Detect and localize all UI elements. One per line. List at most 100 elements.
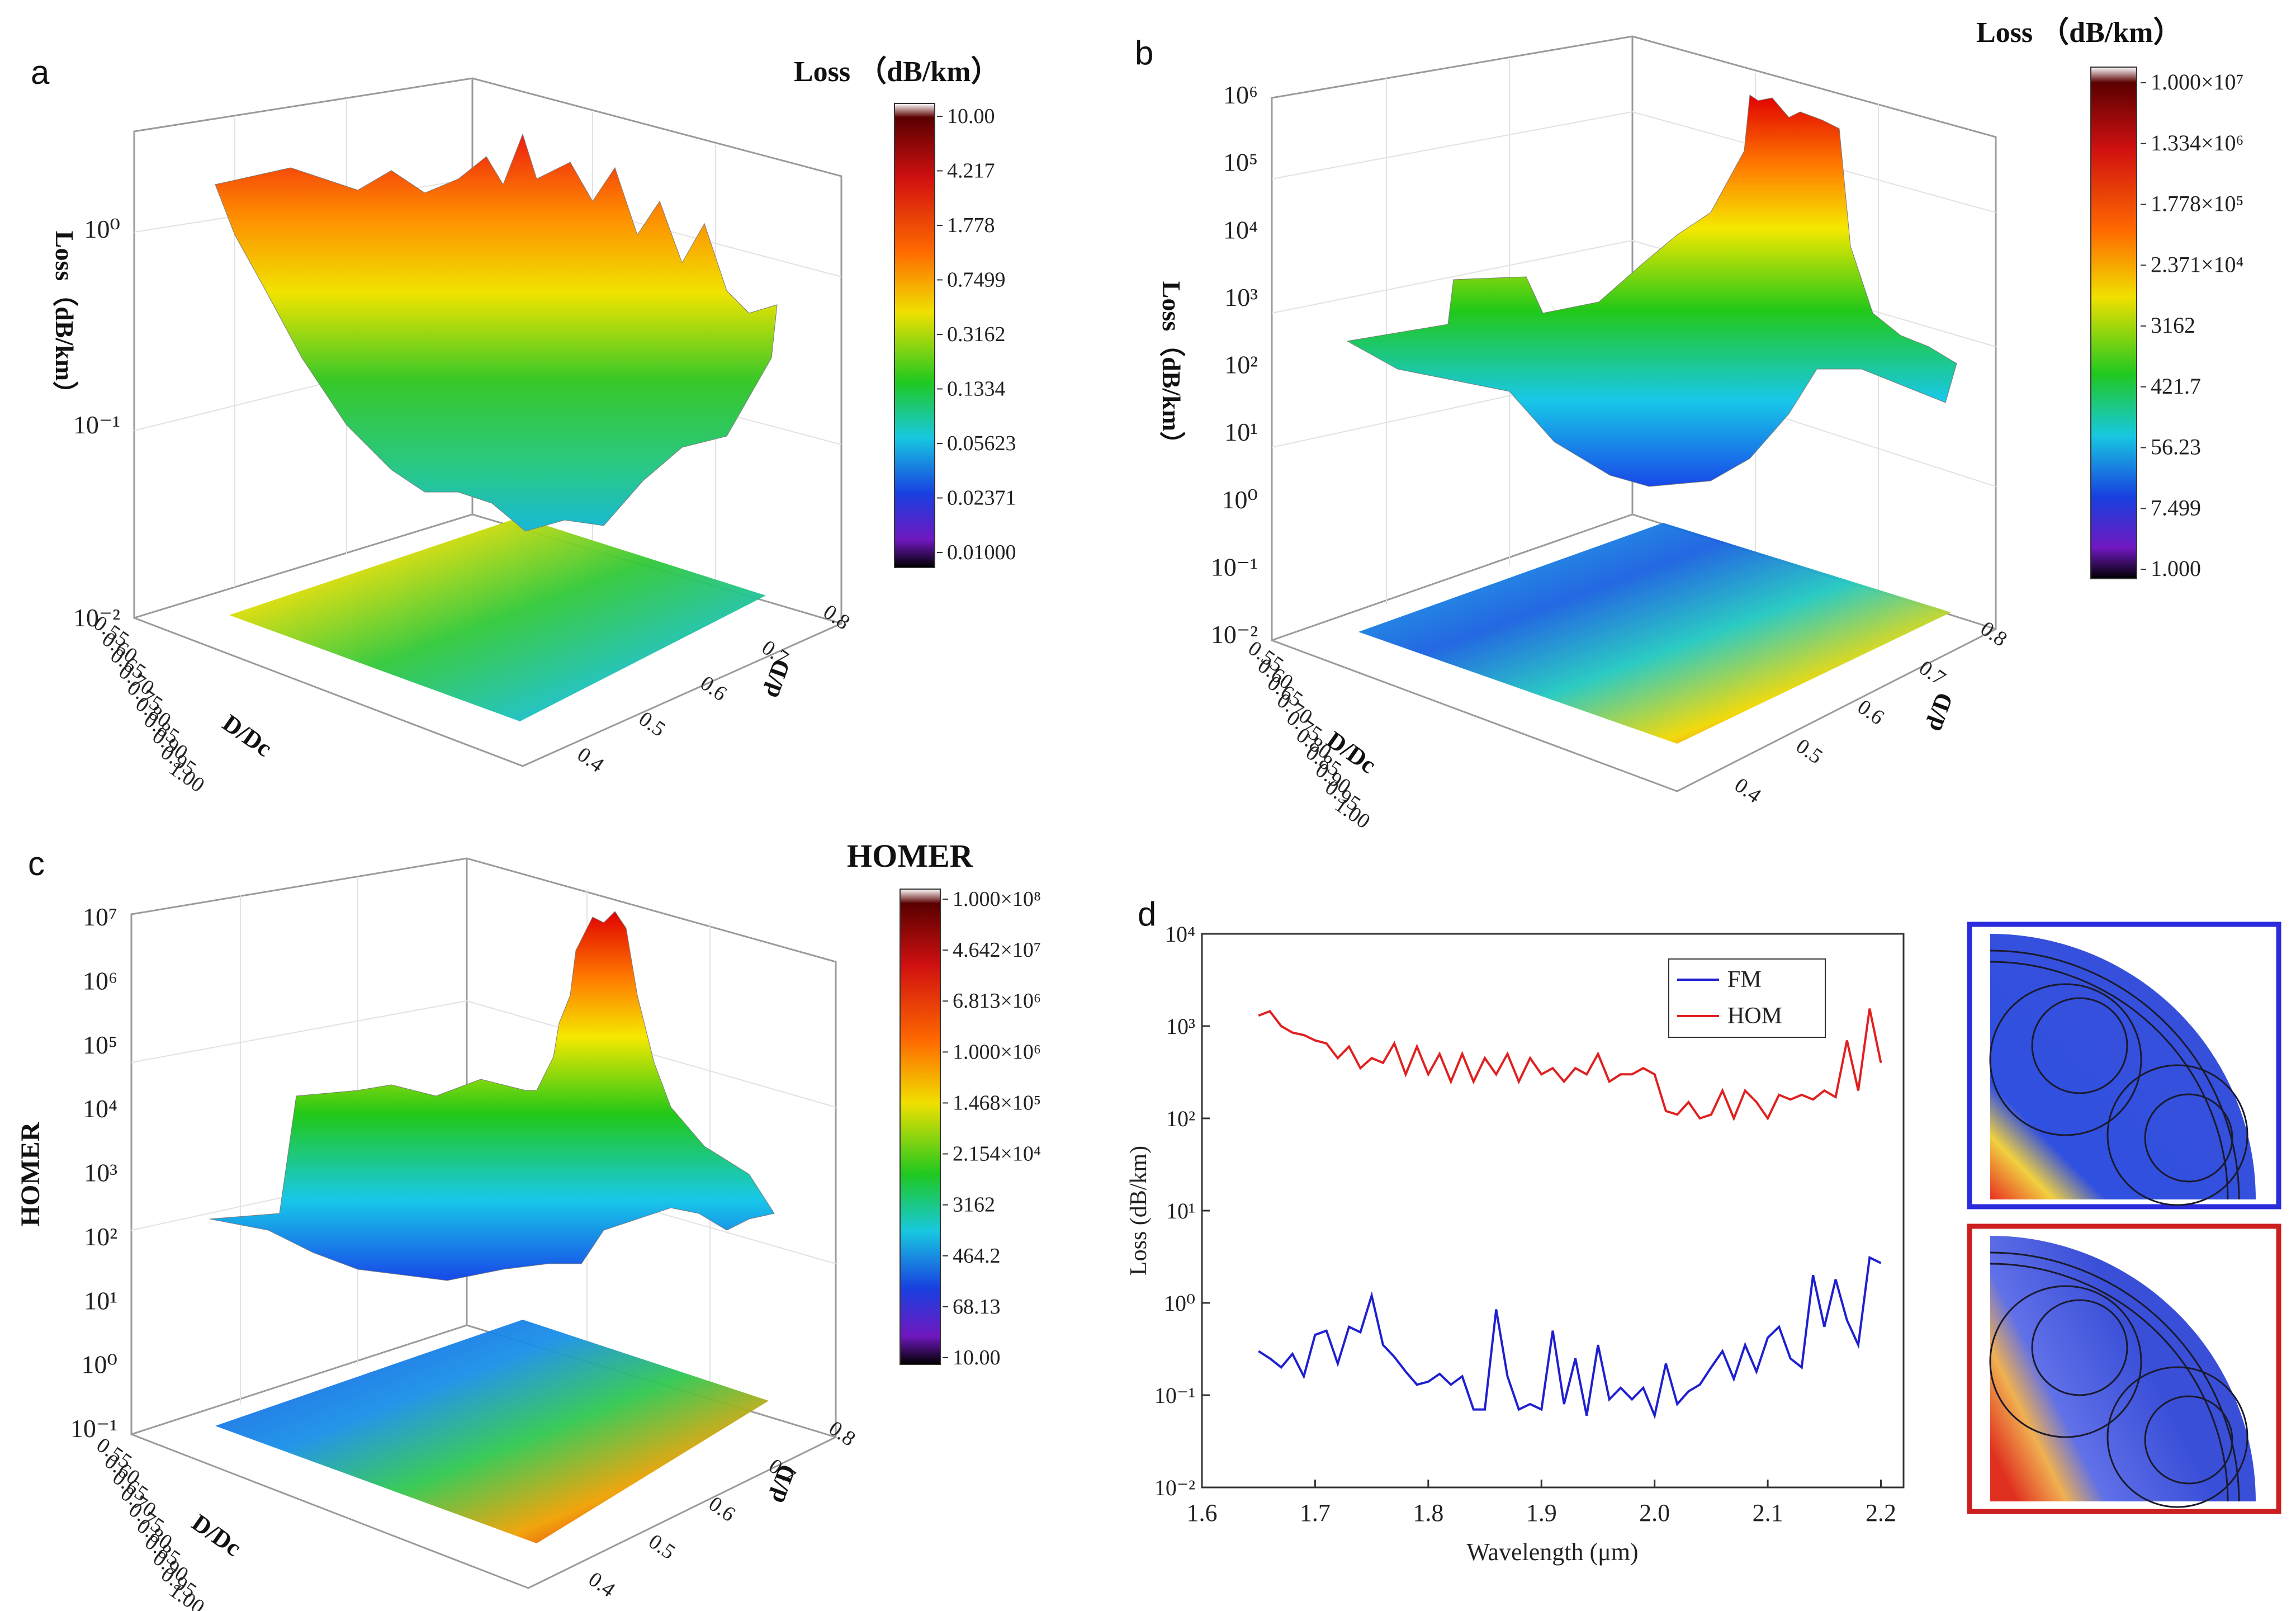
series-line-hom <box>1258 1008 1882 1122</box>
y-tick: 0.5 <box>635 707 670 741</box>
panel-c-z-tick: 10⁻¹ <box>70 1414 117 1443</box>
colorbar-tick-label: 2.371×10⁴ <box>2151 252 2244 277</box>
legend-hom-label: HOM <box>1727 1003 1782 1029</box>
panel-c-x-label: D/Dc <box>187 1509 246 1562</box>
panel-a-colorbar <box>894 103 935 568</box>
panel-d-y-label: Loss (dB/km) <box>1126 1146 1152 1275</box>
panel-a-floor-map <box>229 517 766 721</box>
panel-b-label: b <box>1135 34 1153 72</box>
colorbar-tick-label: 2.154×10⁴ <box>953 1142 1041 1166</box>
y-tick: 0.5 <box>644 1529 679 1564</box>
x-tick-label: 1.8 <box>1413 1499 1443 1527</box>
y-tick: 0.6 <box>696 671 731 706</box>
panel-d-y-ticks: 10⁻² 10⁻¹ 10⁰ 10¹ 10² 10³ 10⁴ <box>1154 922 1210 1500</box>
panel-a-label: a <box>31 54 50 91</box>
y-tick-label: 10⁻² <box>1154 1475 1195 1500</box>
panel-c-z-label: HOMER <box>16 1121 45 1226</box>
panel-c-surface <box>209 911 775 1281</box>
panel-b-z-tick: 10⁴ <box>1223 215 1258 244</box>
panel-a-x-label: D/Dc <box>217 709 277 762</box>
panel-a-z-tick: 10⁻¹ <box>73 410 120 439</box>
panel-b-colorbar <box>2090 67 2137 579</box>
y-tick: 0.7 <box>1915 656 1950 691</box>
mode-inset-fm <box>1967 922 2281 1210</box>
panel-c-z-tick: 10⁶ <box>83 966 117 995</box>
x-tick-label: 1.9 <box>1526 1499 1557 1527</box>
panel-b-z-label: Loss（dB/km） <box>1157 281 1186 457</box>
panel-a-surface <box>215 133 778 532</box>
panel-d-x-label: Wavelength (μm) <box>1466 1538 1638 1566</box>
panel-c-z-tick: 10¹ <box>84 1286 117 1315</box>
y-tick: 0.8 <box>819 600 854 635</box>
panel-b-z-tick: 10⁻² <box>1211 620 1258 649</box>
panel-b-z-tick: 10⁶ <box>1223 81 1258 109</box>
colorbar-tick-label: 1.000 <box>2151 556 2201 581</box>
colorbar-tick-label: 10.00 <box>953 1346 1001 1369</box>
colorbar-tick-label: 56.23 <box>2151 434 2201 460</box>
panel-a-z-tick: 10⁰ <box>84 215 120 243</box>
panel-b-z-tick: 10² <box>1224 351 1258 379</box>
panel-c-colorbar <box>900 889 941 1365</box>
panel-d-x-ticks: 1.6 1.7 1.8 1.9 2.0 2.1 2.2 <box>1187 1480 1896 1527</box>
panel-c-colorbar-title: HOMER <box>847 838 974 874</box>
panel-c-x-ticks: 0.550.600.650.700.750.800.850.900.951.00 <box>92 1433 209 1611</box>
y-tick: 0.4 <box>573 743 608 777</box>
panel-b-z-tick: 10⁵ <box>1223 148 1258 177</box>
colorbar-tick-label: 1.000×10⁶ <box>953 1040 1041 1064</box>
y-tick: 0.6 <box>1853 695 1888 730</box>
colorbar-tick-label: 4.217 <box>947 159 995 183</box>
panel-b-floor-map <box>1358 523 1951 744</box>
colorbar-tick-label: 464.2 <box>953 1244 1001 1268</box>
panel-c-z-tick: 10⁷ <box>83 903 117 931</box>
panel-a-colorbar-title: Loss （dB/km） <box>794 55 1000 88</box>
y-tick-label: 10³ <box>1166 1014 1195 1039</box>
panel-c-z-tick: 10² <box>84 1222 117 1251</box>
panel-b-z-tick: 10³ <box>1224 283 1258 311</box>
colorbar-tick-label: 0.02371 <box>947 486 1016 510</box>
panel-c-z-tick: 10⁴ <box>83 1094 117 1123</box>
colorbar-tick-label: 6.813×10⁶ <box>953 989 1041 1013</box>
panel-b-z-tick: 10⁰ <box>1222 485 1258 514</box>
colorbar-tick-label: 3162 <box>2151 313 2195 338</box>
panel-b: b 10⁶ 10⁵ 10⁴ 10³ 10² 10¹ 10⁰ 10⁻¹ 10⁻² Loss（dB/… <box>1135 16 2244 834</box>
legend: FM HOM <box>1668 958 1826 1038</box>
colorbar-tick-label: 0.7499 <box>947 268 1006 292</box>
x-tick-label: 1.6 <box>1187 1499 1218 1527</box>
colorbar-tick-label: 1.000×10⁷ <box>2151 69 2244 95</box>
y-tick: 0.8 <box>1976 617 2011 651</box>
panel-a-z-tick: 10⁻² <box>73 603 120 632</box>
x-tick-label: 2.0 <box>1639 1499 1670 1527</box>
legend-box <box>1668 958 1826 1038</box>
y-tick: 0.4 <box>584 1567 619 1602</box>
panel-b-z-tick: 10¹ <box>1224 418 1258 446</box>
fiber-structure-hom <box>1989 1251 2248 1508</box>
legend-fm-label: FM <box>1727 967 1762 993</box>
colorbar-tick-label: 1.000×10⁸ <box>953 887 1041 911</box>
panel-a: a 10⁰ 10⁻¹ 10⁻² Loss（dB/km） 0.550.600.65… <box>31 54 1016 797</box>
colorbar-tick-label: 1.778×10⁵ <box>2151 191 2244 216</box>
y-tick: 0.6 <box>704 1492 740 1527</box>
panel-b-colorbar-title: Loss （dB/km） <box>1976 16 2182 49</box>
panel-b-x-ticks: 0.550.600.650.700.750.800.850.900.951.00 <box>1244 636 1375 834</box>
y-tick: 0.8 <box>825 1416 860 1451</box>
colorbar-tick-label: 3162 <box>953 1193 995 1217</box>
series-line-fm <box>1258 1255 1882 1420</box>
panel-b-z-ticks: 10⁶ 10⁵ 10⁴ 10³ 10² 10¹ 10⁰ 10⁻¹ 10⁻² <box>1211 81 1258 649</box>
colorbar-tick-label: 68.13 <box>953 1295 1001 1319</box>
panel-c-z-ticks: 10⁷ 10⁶ 10⁵ 10⁴ 10³ 10² 10¹ 10⁰ 10⁻¹ <box>70 903 117 1443</box>
mode-inset-hom <box>1967 1223 2281 1514</box>
panel-c-z-tick: 10³ <box>84 1159 117 1187</box>
y-tick-label: 10⁴ <box>1165 922 1195 947</box>
y-tick: 0.4 <box>1730 773 1765 808</box>
panel-b-colorbar-ticks: 1.000×10⁷ 1.334×10⁶ 1.778×10⁵ 2.371×10⁴ 3162… <box>2141 69 2244 581</box>
colorbar-tick-label: 421.7 <box>2151 374 2201 399</box>
panel-c-label: c <box>28 845 45 882</box>
y-tick-label: 10⁻¹ <box>1154 1383 1195 1408</box>
panel-d-label: d <box>1138 895 1156 933</box>
colorbar-tick-label: 0.01000 <box>947 541 1016 564</box>
panel-c-z-tick: 10⁵ <box>83 1031 117 1059</box>
x-tick-label: 1.7 <box>1300 1499 1331 1527</box>
panel-c: c 10⁷ 10⁶ 10⁵ 10⁴ 10³ 10² 10¹ 10⁰ 10⁻¹ HOMER 0.5… <box>16 838 1041 1611</box>
panel-c-z-tick: 10⁰ <box>82 1350 117 1379</box>
